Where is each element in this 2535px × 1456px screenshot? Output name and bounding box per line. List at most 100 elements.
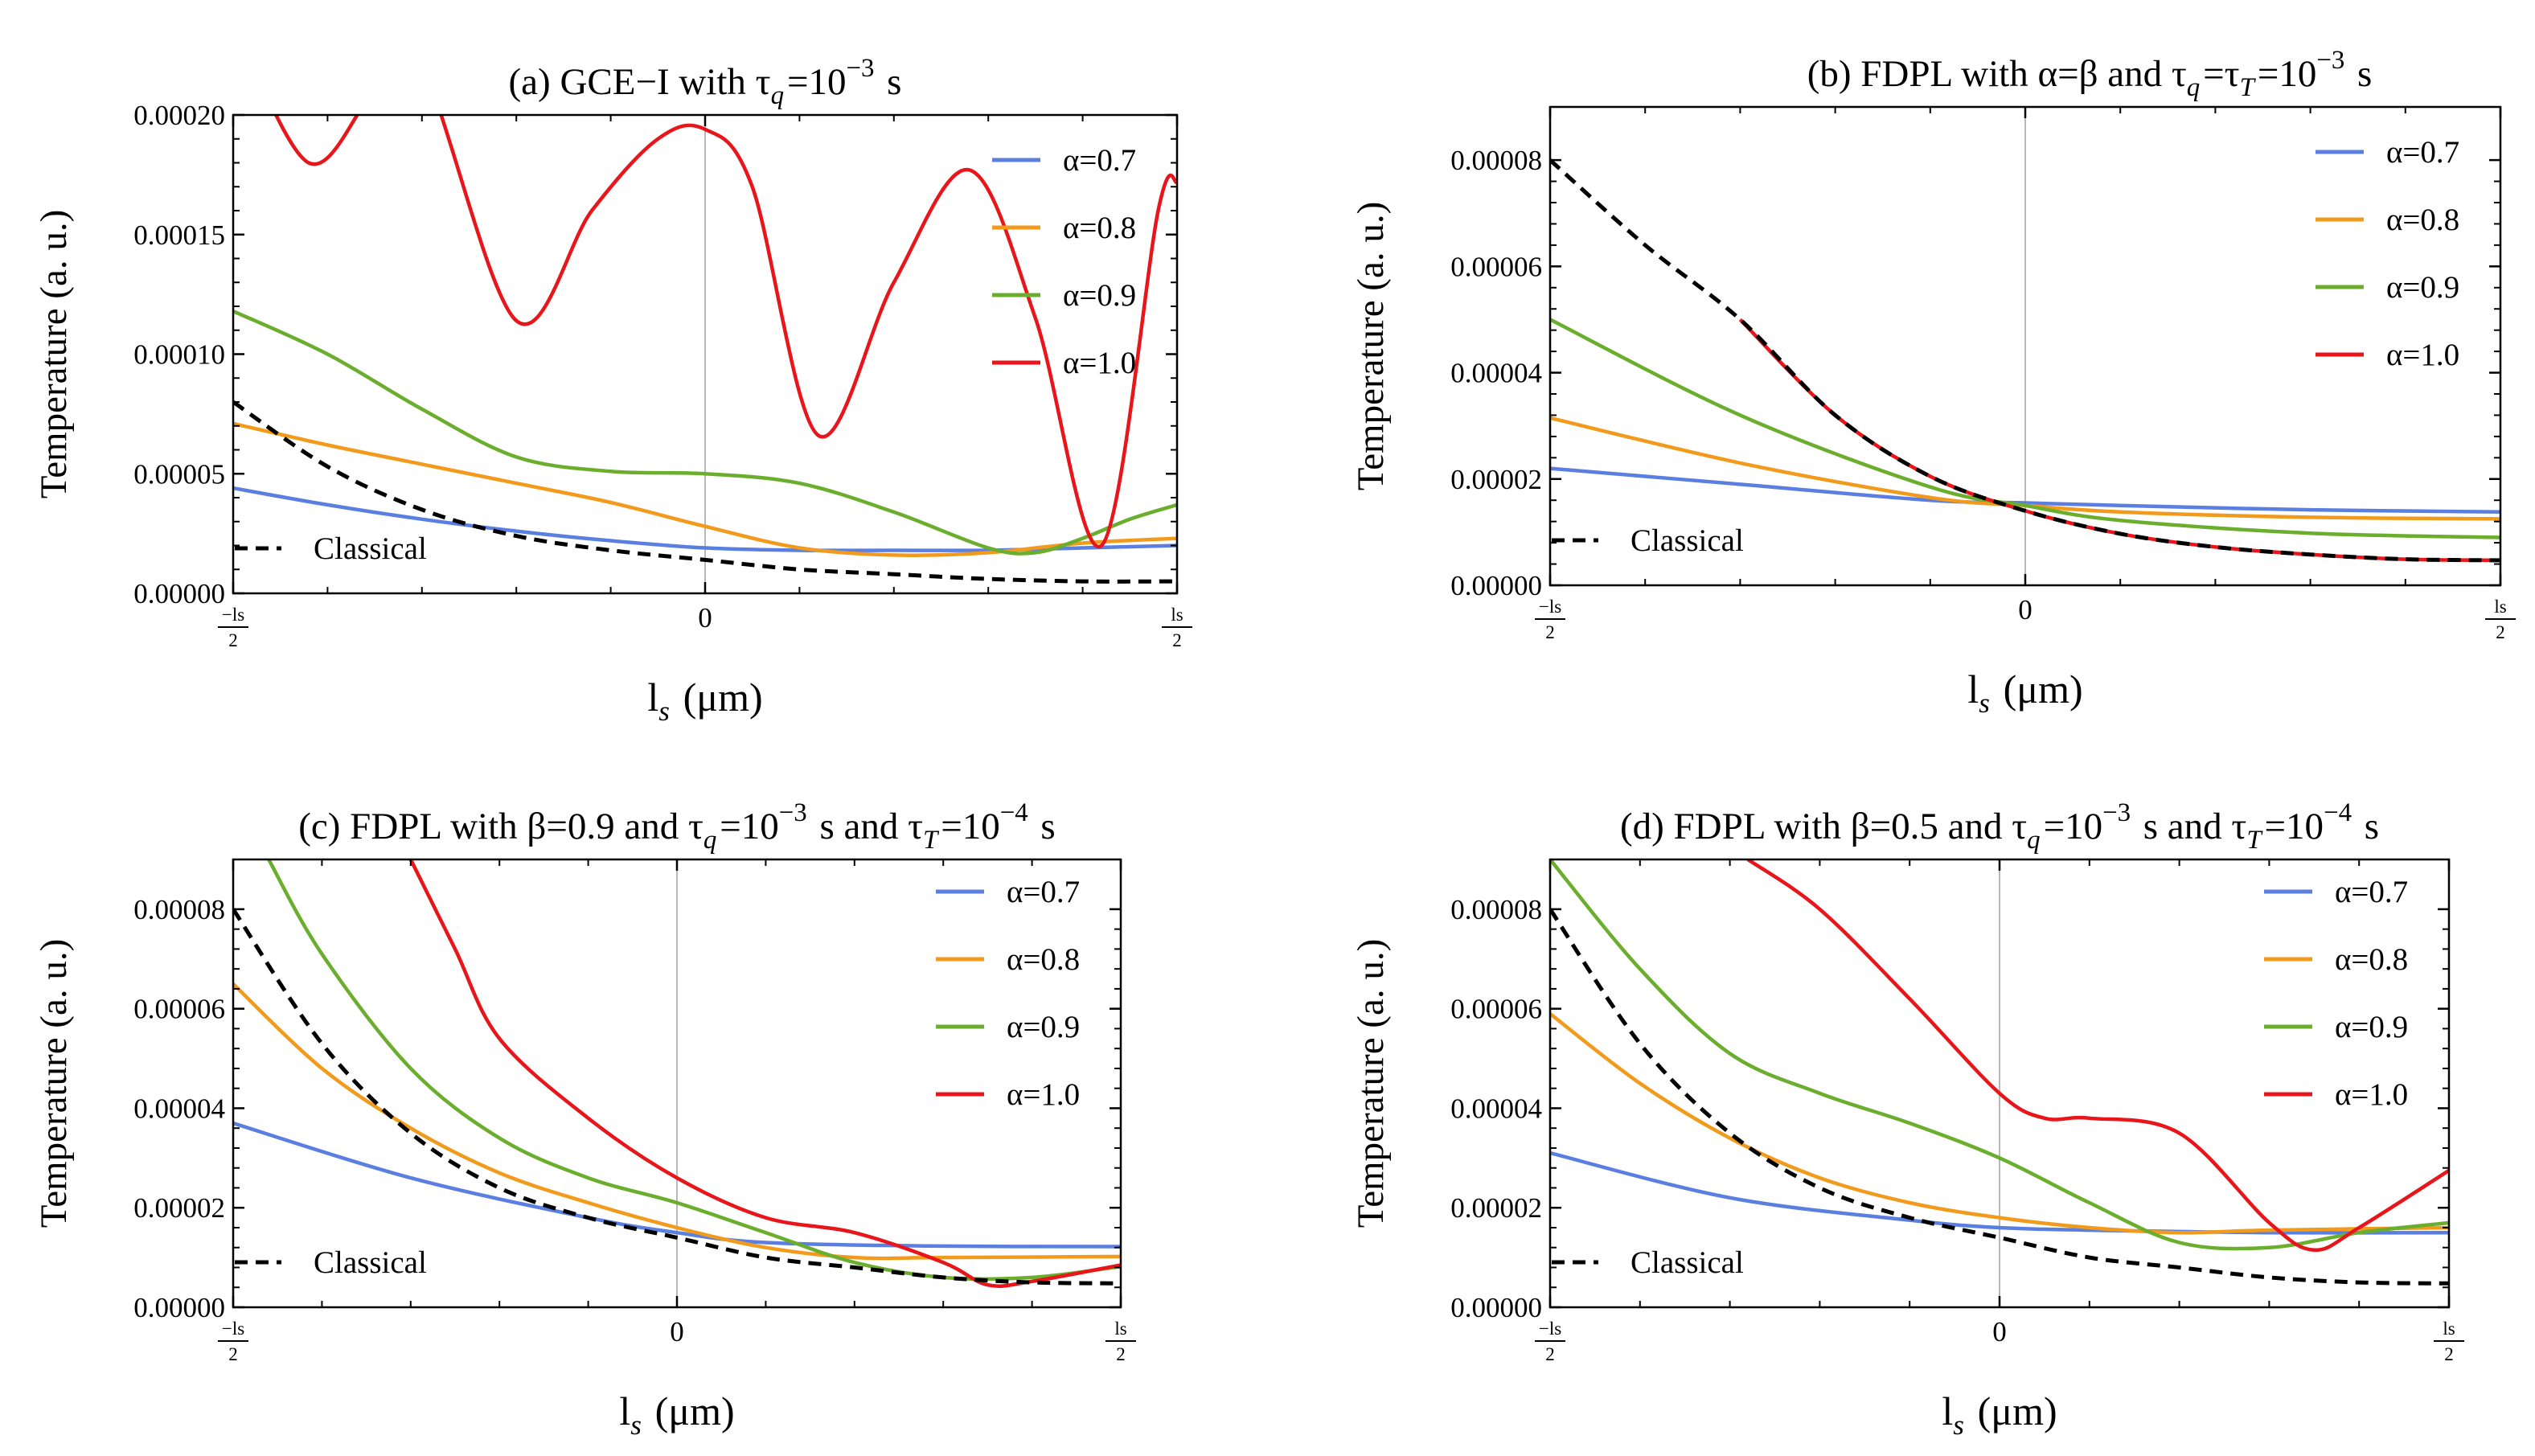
x-tick-label: 0: [2018, 594, 2033, 625]
svg-text:0: 0: [670, 1316, 684, 1347]
svg-text:α=0.8: α=0.8: [2335, 942, 2408, 977]
series-line-alpha-0.9: [1550, 318, 2500, 539]
series-line-alpha-0.7: [233, 1121, 1121, 1249]
svg-text:Classical: Classical: [1631, 1245, 1744, 1280]
y-tick-label: 0.00002: [133, 1192, 225, 1224]
legend-classical: Classical: [235, 1245, 427, 1280]
svg-text:α=0.7: α=0.7: [1007, 875, 1080, 909]
y-axis-label: Temperature (a. u.): [33, 939, 75, 1228]
y-tick-label: 0.00000: [133, 578, 225, 609]
legend-item: α=0.9: [936, 1010, 1080, 1044]
y-tick-label: 0.00015: [133, 219, 225, 251]
legend-item: α=0.7: [992, 143, 1136, 178]
x-axis-label: ls (μm): [1967, 666, 2082, 719]
x-axis-label: ls (μm): [1942, 1388, 2057, 1441]
x-tick-label: −ls/2−ls2: [218, 1319, 248, 1364]
x-tick-label: −ls/2−ls2: [1535, 1319, 1565, 1364]
x-tick-label: ls/2ls2: [1105, 1319, 1136, 1364]
svg-text:0: 0: [698, 602, 712, 634]
y-tick-label: 0.00002: [1450, 464, 1542, 495]
legend-item: α=0.9: [992, 278, 1136, 313]
series-line-alpha-0.8: [1550, 1012, 2449, 1235]
svg-text:Classical: Classical: [314, 531, 427, 566]
y-axis-label: Temperature (a. u.): [33, 210, 75, 498]
chart-title: (b) FDPL with α=β and τq =τT =10−3 s: [1807, 46, 2373, 102]
y-tick-label: 0.00004: [1450, 358, 1542, 389]
svg-text:α=0.8: α=0.8: [1007, 942, 1080, 977]
svg-text:α=1.0: α=1.0: [1007, 1077, 1080, 1112]
legend-item: α=0.8: [2316, 203, 2459, 237]
svg-text:2: 2: [1116, 1344, 1126, 1364]
svg-text:α=1.0: α=1.0: [1063, 346, 1136, 380]
series-line-classical: [233, 400, 1177, 584]
x-tick-label: −ls/2−ls2: [218, 605, 248, 650]
y-axis-label: Temperature (a. u.): [1350, 939, 1392, 1228]
svg-text:α=1.0: α=1.0: [2335, 1077, 2408, 1112]
y-tick-label: 0.00008: [1450, 894, 1542, 925]
legend-item: α=0.9: [2316, 270, 2459, 305]
svg-text:ls: ls: [2443, 1319, 2455, 1339]
y-tick-label: 0.00020: [133, 100, 225, 131]
svg-text:−ls: −ls: [1539, 1319, 1561, 1339]
y-tick-label: 0.00000: [1450, 570, 1542, 601]
svg-text:2: 2: [2444, 1344, 2454, 1364]
svg-text:Classical: Classical: [314, 1245, 427, 1280]
legend-item: α=0.8: [992, 211, 1136, 245]
series-line-alpha-0.8: [233, 421, 1177, 557]
legend-classical: Classical: [1552, 1245, 1744, 1280]
y-tick-label: 0.00004: [1450, 1093, 1542, 1124]
y-tick-label: 0.00008: [1450, 145, 1542, 176]
svg-text:2: 2: [1545, 1344, 1555, 1364]
svg-text:ls: ls: [1171, 605, 1183, 625]
y-tick-label: 0.00006: [133, 994, 225, 1025]
y-tick-label: 0.00000: [1450, 1292, 1542, 1323]
legend-item: α=1.0: [992, 346, 1136, 380]
svg-text:2: 2: [228, 630, 238, 650]
legend-item: α=0.7: [2316, 135, 2459, 170]
series-line-classical: [1550, 908, 2449, 1286]
svg-text:α=0.7: α=0.7: [1063, 143, 1136, 178]
series-line-classical: [1550, 158, 2500, 563]
svg-text:2: 2: [2496, 622, 2505, 642]
x-tick-label: 0: [670, 1316, 684, 1347]
x-tick-label: ls/2ls2: [1162, 605, 1192, 650]
y-tick-label: 0.00005: [133, 458, 225, 490]
series-line-alpha-0.9: [1550, 859, 2449, 1251]
svg-text:α=0.8: α=0.8: [2386, 203, 2459, 237]
panel-b: 0.000000.000020.000040.000060.00008−ls/2…: [1350, 46, 2516, 719]
legend-classical: Classical: [235, 531, 427, 566]
legend-item: α=0.8: [2264, 942, 2408, 977]
legend-item: α=1.0: [2316, 338, 2459, 372]
svg-text:2: 2: [1172, 630, 1182, 650]
x-tick-label: 0: [698, 602, 712, 634]
x-tick-label: −ls/2−ls2: [1535, 597, 1565, 642]
svg-text:α=1.0: α=1.0: [2386, 338, 2459, 372]
legend-item: α=0.7: [936, 875, 1080, 909]
svg-text:α=0.9: α=0.9: [1007, 1010, 1080, 1044]
svg-text:−ls: −ls: [222, 605, 244, 625]
series-line-alpha-0.8: [233, 982, 1121, 1261]
svg-text:α=0.7: α=0.7: [2386, 135, 2459, 170]
series-line-alpha-0.9: [267, 859, 1121, 1282]
svg-text:α=0.8: α=0.8: [1063, 211, 1136, 245]
y-tick-label: 0.00002: [1450, 1192, 1542, 1224]
y-tick-label: 0.00010: [133, 339, 225, 371]
svg-text:ls: ls: [2494, 597, 2506, 617]
svg-text:ls: ls: [1114, 1319, 1126, 1339]
svg-text:−ls: −ls: [1539, 597, 1561, 617]
svg-text:α=0.9: α=0.9: [1063, 278, 1136, 313]
x-tick-label: 0: [1992, 1316, 2007, 1347]
svg-text:α=0.9: α=0.9: [2335, 1010, 2408, 1044]
legend-item: α=1.0: [936, 1077, 1080, 1112]
svg-text:−ls: −ls: [222, 1319, 244, 1339]
svg-text:α=0.9: α=0.9: [2386, 270, 2459, 305]
legend-item: α=1.0: [2264, 1077, 2408, 1112]
series-line-alpha-1.0: [408, 859, 1121, 1288]
y-tick-label: 0.00004: [133, 1093, 225, 1124]
legend-item: α=0.7: [2264, 875, 2408, 909]
svg-text:0: 0: [1992, 1316, 2007, 1347]
svg-text:2: 2: [1545, 622, 1555, 642]
y-tick-label: 0.00006: [1450, 251, 1542, 282]
y-tick-label: 0.00006: [1450, 994, 1542, 1025]
